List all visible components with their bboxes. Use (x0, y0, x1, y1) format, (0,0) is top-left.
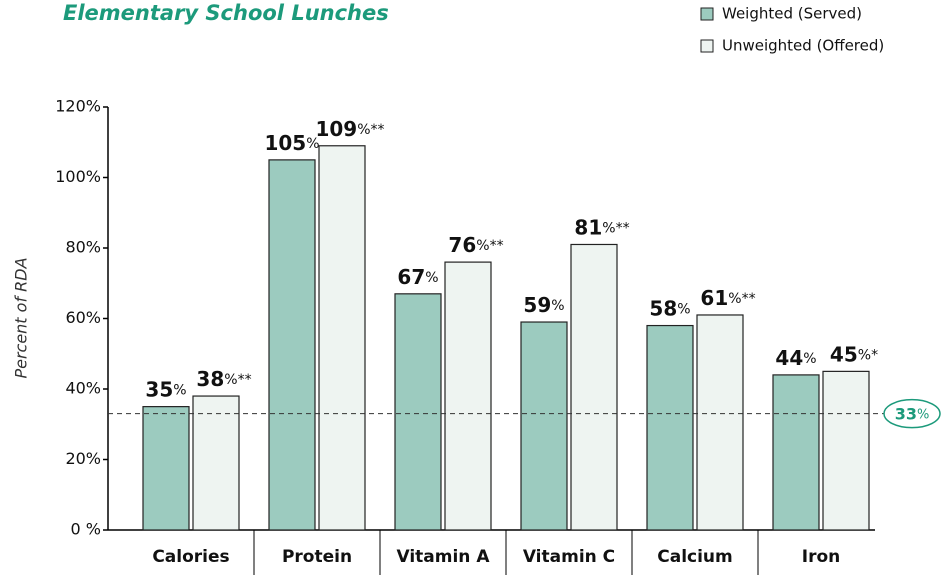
reference-badge (883, 398, 941, 429)
data-label: 45%* (830, 342, 878, 366)
value-number: 81 (574, 215, 602, 239)
value-number: 61 (700, 285, 728, 309)
bar (192, 395, 240, 531)
y-axis-label: Percent of RDA (12, 257, 31, 378)
value-number: 76 (448, 233, 476, 257)
value-suffix: % (173, 383, 186, 399)
y-tick-label: 20% (65, 449, 101, 468)
y-tick-label: 60% (65, 308, 101, 327)
value-number: 67 (397, 264, 425, 288)
bar (444, 261, 492, 531)
bar (822, 370, 870, 531)
bar (696, 314, 744, 531)
bar (394, 293, 442, 531)
bar (772, 374, 820, 531)
value-number: 105 (264, 130, 306, 154)
data-label: 109%** (315, 116, 384, 140)
value-suffix: % (306, 136, 319, 152)
value-suffix: %** (602, 220, 629, 236)
data-label: 61%** (700, 285, 755, 309)
legend-swatch (700, 39, 714, 53)
value-suffix: % (917, 407, 929, 422)
bar (268, 159, 316, 531)
bar (520, 321, 568, 531)
value-number: 38 (196, 367, 224, 391)
legend-label: Unweighted (Offered) (722, 37, 884, 55)
value-suffix: %* (858, 347, 878, 363)
value-suffix: % (677, 302, 690, 318)
y-tick-label: 120% (55, 97, 101, 116)
data-label: 81%** (574, 215, 629, 239)
data-label: 35% (145, 377, 186, 401)
value-suffix: %** (476, 238, 503, 254)
value-number: 58 (649, 296, 677, 320)
x-tick-label: Calories (152, 547, 229, 567)
data-label: 38%** (196, 367, 251, 391)
value-suffix: % (803, 351, 816, 367)
data-label: 44% (775, 345, 816, 369)
y-tick-label: 80% (65, 238, 101, 257)
value-suffix: %** (224, 372, 251, 388)
y-tick-label: 40% (65, 379, 101, 398)
bar (646, 324, 694, 531)
x-tick-label: Vitamin C (523, 547, 615, 567)
bar (318, 145, 366, 531)
legend-swatch (700, 7, 714, 21)
reference-label: 33% (895, 404, 930, 423)
value-suffix: %** (357, 122, 384, 138)
data-label: 58% (649, 296, 690, 320)
y-tick-label: 0 % (71, 520, 101, 539)
data-label: 67% (397, 264, 438, 288)
bar (142, 406, 190, 531)
bar (570, 243, 618, 531)
value-number: 35 (145, 377, 173, 401)
data-label: 59% (523, 293, 564, 317)
value-suffix: % (551, 298, 564, 314)
data-label: 105% (264, 130, 319, 154)
value-number: 59 (523, 293, 551, 317)
y-tick-label: 100% (55, 167, 101, 186)
value-number: 109 (315, 116, 357, 140)
x-tick-label: Protein (282, 547, 352, 567)
value-number: 44 (775, 345, 803, 369)
value-number: 33 (895, 404, 917, 423)
chart-title: Elementary School Lunches (63, 1, 389, 25)
x-tick-label: Iron (802, 547, 841, 567)
legend-label: Weighted (Served) (722, 5, 862, 23)
x-tick-label: Calcium (657, 547, 733, 567)
data-label: 76%** (448, 233, 503, 257)
value-suffix: % (425, 270, 438, 286)
x-tick-label: Vitamin A (396, 547, 490, 567)
value-suffix: %** (728, 291, 755, 307)
value-number: 45 (830, 342, 858, 366)
